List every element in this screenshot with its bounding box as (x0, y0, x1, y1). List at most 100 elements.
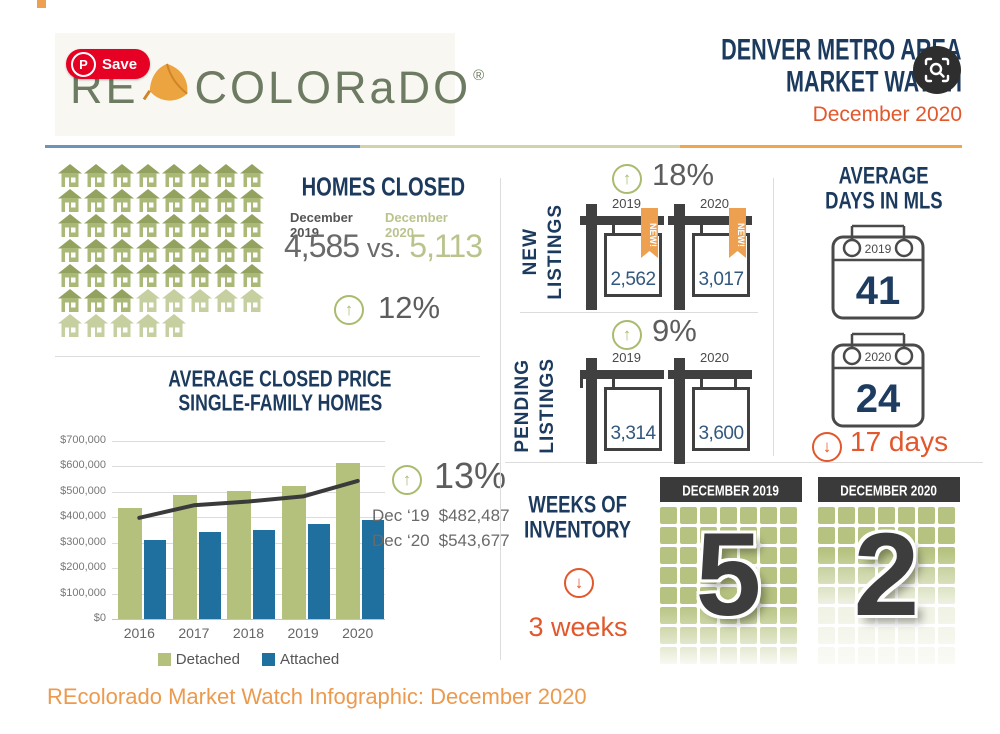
chart-bar-detached (281, 486, 306, 619)
chart-bar-detached (118, 508, 142, 619)
house-icon-solid (136, 262, 162, 287)
house-icon-solid (84, 212, 110, 237)
new-pending-divider (520, 312, 758, 313)
house-icon-solid (240, 187, 266, 212)
house-icon-solid (162, 212, 188, 237)
sign-hanger (580, 379, 583, 388)
chart-ytick-label: $600,000 (60, 459, 106, 472)
house-icon-solid (84, 162, 110, 187)
inventory-header-2019: DECEMBER 2019 (660, 477, 802, 502)
vertical-divider-left (500, 178, 501, 660)
avg-price-dec19-row: Dec ‘19 $482,487 (372, 506, 510, 526)
sign-crossbar (580, 370, 664, 379)
chart-ytick-label: $0 (93, 612, 106, 624)
house-icon-light (240, 287, 266, 312)
house-icon-solid (110, 187, 136, 212)
mls-down-arrow-icon: ↓ (812, 432, 842, 462)
inventory-value-2020: 2 (853, 509, 920, 641)
homes-closed-up-arrow-icon: ↑ (334, 295, 364, 325)
house-icon-solid (188, 187, 214, 212)
chart-gridline (112, 466, 385, 468)
house-icon-solid (162, 162, 188, 187)
house-icon-solid (188, 162, 214, 187)
sign-value: 3,017 (698, 269, 744, 290)
pinterest-save-button[interactable]: P Save (66, 49, 151, 79)
chart-ytick-label: $300,000 (60, 535, 106, 548)
inventory-value-2019: 5 (695, 509, 762, 641)
header-subtitle: December 2020 (812, 103, 962, 126)
new-listings-sign-2019: 2019 2,562 NEW! (580, 196, 668, 310)
house-icon-solid (214, 212, 240, 237)
avg-price-change: 13% (434, 455, 507, 496)
house-icon-solid (58, 287, 84, 312)
avg-price-dec20-row: Dec ‘20 $543,677 (372, 531, 510, 551)
inventory-header-2020: DECEMBER 2020 (818, 477, 960, 502)
inventory-week-square (780, 647, 797, 664)
logo-wordmark-text: COLORaDO (194, 61, 472, 113)
chart-xtick-label: 2016 (123, 625, 155, 641)
house-icon-solid (110, 262, 136, 287)
chart-gridline (112, 441, 385, 442)
new-ribbon-icon: NEW! (641, 208, 658, 258)
mls-change: 17 days (850, 426, 949, 457)
house-icon-light (136, 312, 162, 337)
house-icon-solid (188, 212, 214, 237)
house-icon-solid (162, 262, 188, 287)
house-icon-light (162, 312, 188, 337)
chart-ytick-label: $700,000 (60, 434, 106, 446)
sign-hanger (612, 225, 615, 234)
header-title: DENVER METRO AREA MARKET WATCH December … (560, 33, 962, 127)
inventory-block-2019: DECEMBER 2019 5 (660, 477, 802, 664)
sign-hanger (700, 225, 703, 234)
house-icon-light (188, 287, 214, 312)
chart-xtick-label: 2019 (287, 625, 319, 641)
chart-title: AVERAGE CLOSED PRICE SINGLE-FAMILY HOMES (100, 367, 460, 416)
new-listings-sign-2020: 2020 3,017 NEW! (668, 196, 756, 310)
dec20-label: Dec ‘20 (372, 531, 430, 550)
inventory-week-square (818, 647, 835, 664)
chart-gridline (112, 619, 385, 620)
pinterest-save-label: Save (102, 55, 138, 73)
chart-trend-line (137, 478, 360, 520)
image-search-button[interactable] (913, 46, 961, 94)
sign-year: 2019 (612, 350, 641, 365)
pending-up-arrow-icon: ↑ (612, 320, 642, 350)
inventory-week-square (858, 647, 875, 664)
house-icon-solid (188, 262, 214, 287)
legend-label: Attached (280, 651, 340, 668)
chart-bar-detached (227, 490, 252, 619)
down-arrow-glyph: ↓ (822, 437, 832, 456)
sign-crossbar (668, 216, 752, 225)
chart-xtick-label: 2020 (342, 625, 374, 641)
house-icon-light (84, 312, 110, 337)
sign-post (674, 204, 685, 310)
house-icon-solid (58, 262, 84, 287)
pending-change: 9% (652, 313, 697, 348)
new-listings-label-line2: LISTINGS (545, 204, 566, 300)
pending-label-line1: PENDING (512, 359, 533, 453)
house-icon-solid (240, 162, 266, 187)
chart-ytick-label: $200,000 (60, 561, 106, 574)
legend-swatch (262, 653, 275, 666)
house-icon-light (136, 287, 162, 312)
inventory-week-square (740, 647, 757, 664)
up-arrow-glyph: ↑ (622, 169, 632, 188)
pending-listings-label: PENDING LISTINGS (512, 352, 559, 460)
rule-blue-segment (45, 145, 360, 148)
sign-post (674, 358, 685, 464)
sign-value: 3,600 (698, 423, 744, 444)
house-icon-solid (188, 237, 214, 262)
sign-board: 3,600 (692, 387, 750, 451)
dec19-label: Dec ‘19 (372, 506, 430, 525)
chart-legend: Detached Attached (112, 651, 385, 668)
left-section-divider (55, 356, 480, 357)
calendar-year: 2020 (865, 350, 892, 364)
house-icon-solid (162, 187, 188, 212)
homes-closed-title: HOMES CLOSED (301, 172, 465, 203)
house-icon-solid (58, 187, 84, 212)
homes-closed-2019-value: 4,585 (284, 228, 360, 264)
pending-label-line2: LISTINGS (537, 358, 558, 454)
chart-xtick-label: 2018 (232, 625, 265, 641)
house-icon-light (162, 287, 188, 312)
